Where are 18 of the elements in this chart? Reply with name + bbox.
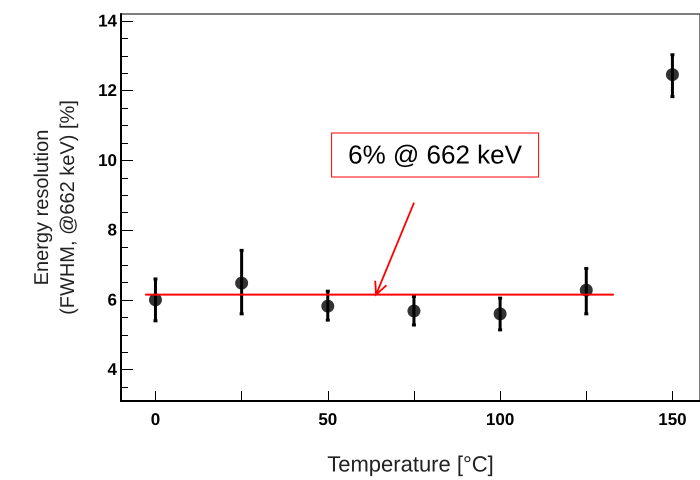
x-axis-title: Temperature [°C] — [327, 452, 494, 476]
point — [235, 276, 248, 290]
y-tick-label: 10 — [98, 150, 117, 170]
x-tick-label: 100 — [486, 410, 514, 429]
y-axis-title: Energy resolution (FWHM, @662 keV) [%] — [31, 100, 79, 315]
y-tick-label: 12 — [98, 81, 117, 100]
y-tick-label: 4 — [108, 360, 118, 380]
point — [407, 304, 420, 318]
y-tick-label: 6 — [108, 290, 117, 310]
x-tick-label: 150 — [658, 410, 687, 429]
y-tick-label: 8 — [108, 220, 117, 240]
point — [321, 300, 334, 313]
x-tick-label: 0 — [150, 410, 160, 429]
annotation: 6% @ 662 keV — [331, 132, 539, 178]
x-tick-label: 50 — [318, 410, 338, 429]
point — [494, 307, 507, 320]
point — [666, 68, 679, 82]
y-tick-label: 14 — [98, 11, 118, 30]
